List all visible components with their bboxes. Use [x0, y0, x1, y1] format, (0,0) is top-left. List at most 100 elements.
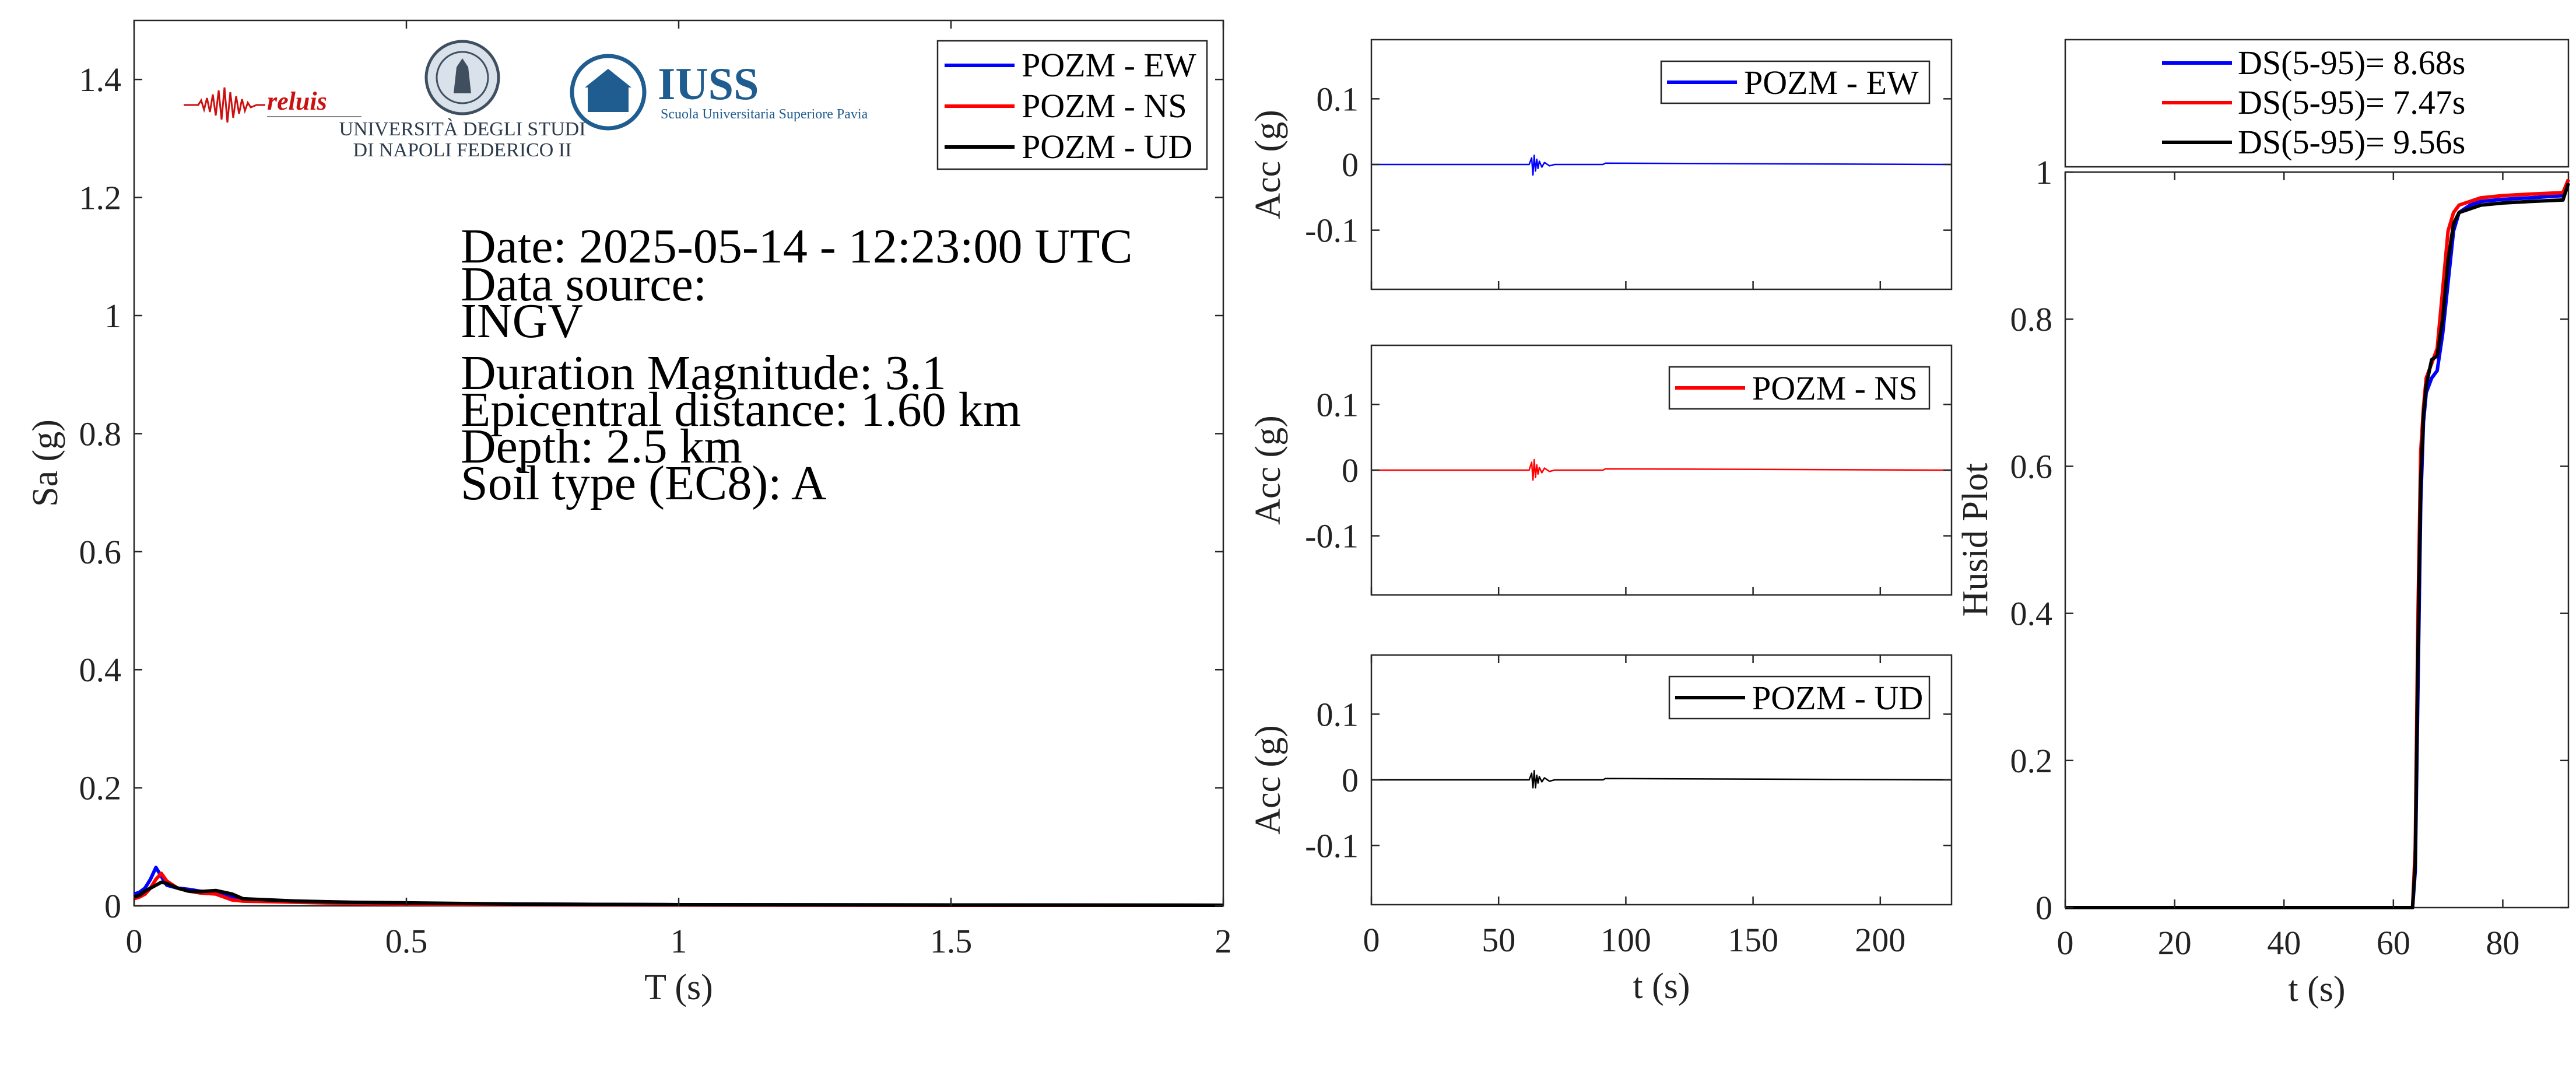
- spectrum-y-tick-label: 0: [104, 887, 121, 925]
- acc-ud-x-tick-label: 0: [1363, 921, 1380, 959]
- husid-legend-box: [2064, 38, 2570, 168]
- legend-label-2: POZM - NS: [1022, 87, 1187, 125]
- acc-ud-legend: POZM - UD: [1668, 675, 1931, 720]
- spectrum-chart: 0 0.2 0.4 0.6 0.8 1 1.2 1.4 0 0.5 1 1.5 2 T (s) Sa (g)…: [26, 19, 1232, 1007]
- soil-type: Soil type (EC8): A: [461, 456, 827, 510]
- spectrum-series-group: [134, 866, 1224, 907]
- husid-x-tick-label: 40: [2267, 924, 2301, 962]
- acc-ns-series-group: [1371, 458, 1952, 481]
- husid-y-tick-label: 0.2: [2010, 742, 2053, 780]
- acc-ns-legend: POZM - NS: [1668, 366, 1931, 410]
- acc-ud-series-line-1: [1371, 769, 1952, 789]
- event-date: Date: 2025-05-14 - 12:23:00 UTC: [461, 219, 1133, 274]
- iuss-logo: IUSS Scuola Universitaria Superiore Pavi…: [570, 54, 868, 131]
- unina-logo-line1: UNIVERSITÀ DEGLI STUDI: [339, 118, 585, 140]
- unina-seal-figure: [454, 58, 471, 93]
- spectrum-y-tick-label: 1.2: [79, 179, 122, 217]
- husid-y-tick-label: 0.6: [2010, 447, 2053, 485]
- iuss-logo-text: IUSS: [658, 58, 759, 109]
- legend-label-1: POZM - EW: [1022, 46, 1196, 84]
- duration-magnitude: Duration Magnitude: 3.1: [461, 346, 946, 400]
- iuss-emblem-roof: [585, 69, 631, 87]
- husid-y-tick-label: 0.8: [2010, 300, 2053, 338]
- legend-label-3: POZM - UD: [1022, 128, 1192, 166]
- acc-ud-x-axis-label: t (s): [1633, 967, 1690, 1006]
- spectrum-y-tick-label: 0.2: [79, 769, 122, 807]
- spectrum-x-tick-label: 0: [126, 922, 143, 960]
- husid-plot-frame: [2064, 171, 2570, 909]
- acc-ew-legend: POZM - EW: [1660, 60, 1931, 104]
- acc-ew-series-group: [1371, 154, 1952, 176]
- acc-ns-y-axis-label: Acc (g): [1248, 415, 1288, 525]
- husid-legend-label-3: DS(5-95)= 9.56s: [2238, 123, 2465, 161]
- reluis-logo-text: reluis: [267, 87, 327, 115]
- acc-ud-y-tick-label: -0.1: [1305, 827, 1359, 865]
- husid-legend-label-2: DS(5-95)= 7.47s: [2238, 83, 2465, 121]
- unina-logo: UNIVERSITÀ DEGLI STUDI DI NAPOLI FEDERIC…: [339, 40, 586, 161]
- acc-ew-legend-label: POZM - EW: [1744, 64, 1919, 101]
- acc-ew-y-tick-label: 0.1: [1317, 80, 1359, 118]
- spectrum-x-tick-label: 1.5: [930, 922, 973, 960]
- acc-ud-x-tick-label: 200: [1855, 921, 1905, 959]
- unina-seal-inner-ring: [436, 51, 489, 104]
- data-source-label: Data source:: [461, 257, 707, 311]
- reluis-seismogram-mark: [184, 87, 265, 123]
- husid-y-tick-label: 0.4: [2010, 595, 2053, 633]
- acc-ud-series-group: [1371, 769, 1952, 789]
- husid-x-tick-label: 0: [2057, 924, 2074, 962]
- spectrum-y-tick-label: 1: [104, 297, 121, 335]
- acc-ew-y-tick-label: 0: [1342, 146, 1359, 184]
- acc-ns-y-tick-label: -0.1: [1305, 517, 1359, 555]
- husid-x-tick-label: 20: [2158, 924, 2192, 962]
- acc-ud-y-tick-label: 0.1: [1317, 695, 1359, 733]
- acc-ns-y-tick-label: 0.1: [1317, 386, 1359, 423]
- spectrum-y-tick-label: 1.4: [79, 61, 122, 99]
- husid-series-group: [2065, 178, 2570, 909]
- acc-ud-legend-label: POZM - UD: [1752, 679, 1923, 717]
- reluis-logo: reluis: [184, 87, 362, 123]
- unina-logo-line2: DI NAPOLI FEDERICO II: [353, 139, 572, 161]
- acc-ud-x-tick-label: 100: [1601, 921, 1651, 959]
- husid-x-tick-label: 60: [2377, 924, 2410, 962]
- husid-chart: 0 0.2 0.4 0.6 0.8 1 0 20 40 60 80 t (s) Husid Plot DS…: [1956, 38, 2570, 1009]
- logo-group: reluis UNIVERSITÀ DEGLI STUDI DI NAPOLI …: [184, 40, 868, 161]
- acc-ns-chart: 0.1 0 -0.1 Acc (g) POZM - NS: [1248, 344, 1953, 596]
- spectrum-x-axis-label: T (s): [644, 968, 713, 1007]
- husid-y-axis-label: Husid Plot: [1956, 463, 1995, 617]
- acc-ud-x-tick-label: 150: [1728, 921, 1778, 959]
- spectrum-y-axis-label: Sa (g): [26, 419, 65, 507]
- husid-y-tick-label: 0: [2035, 889, 2052, 927]
- acc-ns-legend-label: POZM - NS: [1752, 369, 1918, 407]
- epicentral-distance: Epicentral distance: 1.60 km: [461, 383, 1021, 437]
- acc-ew-chart: 0.1 0 -0.1 Acc (g) POZM - EW: [1248, 38, 1953, 290]
- acc-ns-series-line-1: [1371, 458, 1952, 481]
- spectrum-y-tick-label: 0.4: [79, 651, 122, 689]
- spectrum-x-tick-label: 0.5: [385, 922, 428, 960]
- husid-series-line-3: [2065, 182, 2570, 909]
- iuss-logo-subtitle: Scuola Universitaria Superiore Pavia: [661, 107, 868, 122]
- event-depth: Depth: 2.5 km: [461, 419, 742, 474]
- spectrum-x-tick-label: 1: [671, 922, 687, 960]
- husid-y-tick-label: 1: [2035, 153, 2052, 191]
- data-source-value: INGV: [461, 294, 583, 348]
- acc-ew-y-tick-label: -0.1: [1305, 212, 1359, 250]
- acc-ew-y-axis-label: Acc (g): [1248, 110, 1288, 219]
- spectrum-x-tick-label: 2: [1215, 922, 1232, 960]
- acc-ns-y-tick-label: 0: [1342, 451, 1359, 489]
- husid-x-axis-label: t (s): [2288, 969, 2345, 1009]
- iuss-emblem-building: [588, 87, 629, 112]
- spectrum-y-tick-label: 0.8: [79, 415, 122, 453]
- event-info-block: Date: 2025-05-14 - 12:23:00 UTC Data sou…: [461, 219, 1133, 510]
- spectrum-y-tick-label: 0.6: [79, 533, 122, 571]
- acc-ud-y-tick-label: 0: [1342, 761, 1359, 799]
- acc-ew-series-line-1: [1371, 154, 1952, 176]
- acc-ud-chart: 0.1 0 -0.1 0 50 100 150 200 t (s) Acc (g) POZM - U…: [1248, 654, 1953, 1006]
- spectrum-series-line-3: [134, 880, 1224, 907]
- husid-x-tick-label: 80: [2486, 924, 2519, 962]
- husid-legend-label-1: DS(5-95)= 8.68s: [2238, 44, 2465, 82]
- acc-ud-y-axis-label: Acc (g): [1248, 725, 1288, 835]
- acc-ud-x-tick-label: 50: [1482, 921, 1515, 959]
